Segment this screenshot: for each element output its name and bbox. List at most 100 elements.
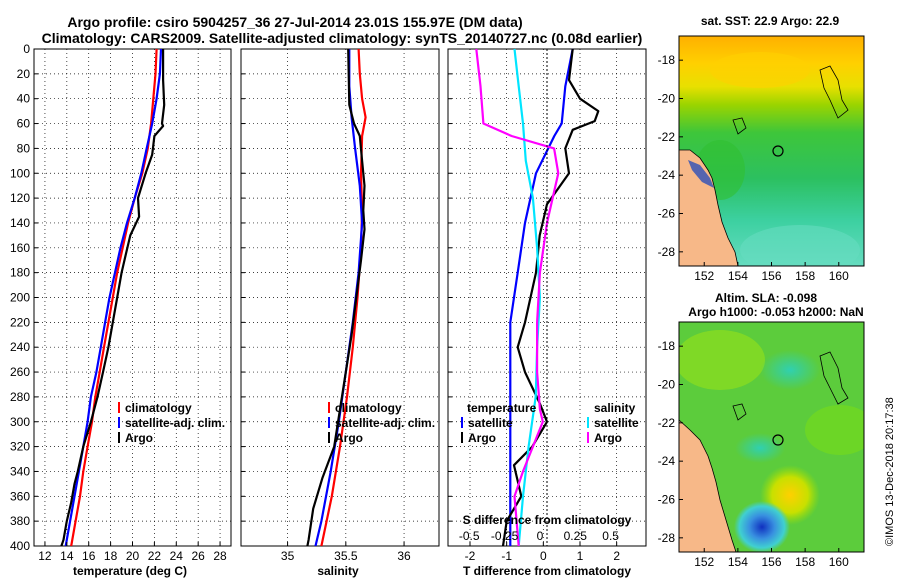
map-x-tick-label: 156 (761, 555, 781, 569)
x2-tick-label: 0 (537, 529, 544, 543)
australia-coast (679, 149, 739, 266)
australia-coast (679, 419, 737, 552)
sla-yellow-green-patch (679, 330, 765, 390)
map-y-tick-label: -28 (658, 531, 676, 545)
axis-tick-labels: 0204060801001201401601802002202402602803… (10, 42, 620, 563)
difference-legend: temperature satellite Argo salinity sate… (461, 401, 639, 445)
legend-temperature-heading: temperature (467, 401, 537, 415)
sst-cool-patch (740, 225, 860, 266)
y-tick-label: 160 (10, 241, 30, 255)
x-tick-label: -1 (501, 549, 512, 563)
temperature-legend: climatology satellite-adj. clim. Argo (118, 401, 225, 445)
sla-map-title-line2: Argo h1000: -0.053 h2000: NaN (688, 305, 863, 319)
legend-temp-argo: Argo (468, 431, 496, 445)
x-tick-label: 18 (104, 549, 118, 563)
y-tick-label: 80 (17, 141, 31, 155)
map-y-tick-label: -24 (658, 454, 676, 468)
legend-argo: Argo (125, 431, 153, 445)
x-tick-label: 2 (613, 549, 620, 563)
x-tick-label: -2 (465, 549, 476, 563)
map-y-tick-label: -20 (658, 378, 676, 392)
x-tick-label: 16 (82, 549, 96, 563)
y-tick-label: 140 (10, 216, 30, 230)
argo-float-marker (772, 434, 784, 446)
map-y-tick-label: -22 (658, 130, 676, 144)
figure-title-line1: Argo profile: csiro 5904257_36 27-Jul-20… (67, 14, 522, 30)
x2-tick-label: 0.25 (564, 529, 588, 543)
difference-xlabel: T difference from climatology (463, 564, 631, 578)
sla-cold-eddy (734, 501, 790, 552)
sla-teal-patch (760, 350, 820, 390)
y-tick-label: 100 (10, 166, 30, 180)
map-x-tick-label: 152 (694, 269, 714, 283)
imos-credit: ©IMOS 13-Dec-2018 20:17:38 (884, 397, 896, 546)
sla-teal-patch (735, 433, 785, 463)
salinity-grid (241, 48, 439, 546)
x-tick-label: 26 (191, 549, 205, 563)
map-y-tick-label: -20 (658, 92, 676, 106)
temperature-series (60, 48, 166, 546)
y-tick-label: 400 (10, 539, 30, 553)
temperature-xlabel: temperature (deg C) (73, 564, 187, 578)
x-tick-label: 14 (60, 549, 74, 563)
y-tick-label: 360 (10, 489, 30, 503)
map-x-tick-label: 160 (829, 555, 849, 569)
map-y-tick-label: -18 (658, 53, 676, 67)
series-line-argo (60, 49, 166, 546)
map-x-tick-label: 152 (694, 555, 714, 569)
y-tick-label: 260 (10, 365, 30, 379)
y-tick-label: 340 (10, 464, 30, 478)
legend-satellite: satellite-adj. clim. (125, 416, 225, 430)
map-x-tick-label: 154 (728, 555, 748, 569)
series-line-salinity-satellite (513, 48, 542, 546)
y-tick-label: 0 (23, 42, 30, 56)
map-x-tick-label: 160 (829, 269, 849, 283)
y-tick-label: 280 (10, 390, 30, 404)
y-tick-label: 60 (17, 117, 31, 131)
map-x-tick-label: 158 (795, 269, 815, 283)
y-tick-label: 120 (10, 191, 30, 205)
coastal-cold-strip (688, 160, 714, 188)
legend-climatology: climatology (125, 401, 192, 415)
x-tick-label: 36 (397, 549, 411, 563)
legend-salinity-heading: salinity (594, 401, 636, 415)
map-y-tick-label: -24 (658, 168, 676, 182)
map-y-tick-label: -22 (658, 416, 676, 430)
y-tick-label: 220 (10, 315, 30, 329)
legend-sal-satellite: satellite (594, 416, 639, 430)
x-tick-label: 22 (148, 549, 162, 563)
figure-title-line2: Climatology: CARS2009. Satellite-adjuste… (42, 30, 643, 46)
reef-outline (732, 117, 747, 135)
temperature-grid (34, 48, 231, 546)
series-line-climatology (70, 48, 158, 546)
series-line-argo (306, 48, 366, 546)
map-y-tick-label: -26 (658, 207, 676, 221)
y-tick-label: 240 (10, 340, 30, 354)
series-line-climatology (320, 48, 367, 546)
map-x-tick-label: 154 (728, 269, 748, 283)
legend-sal-argo: Argo (594, 431, 622, 445)
series-line-salinity-argo (475, 48, 560, 546)
salinity-diff-xlabel: S difference from climatology (463, 513, 632, 527)
y-tick-label: 320 (10, 440, 30, 454)
legend-argo: Argo (335, 431, 363, 445)
series-line-temperature-argo (501, 48, 600, 546)
map-x-tick-label: 158 (795, 555, 815, 569)
sst-map-title: sat. SST: 22.9 Argo: 22.9 (701, 14, 840, 28)
sst-warm-patch (710, 52, 810, 88)
x-tick-label: 35 (281, 549, 295, 563)
map-x-tick-label: 156 (761, 269, 781, 283)
legend-satellite: satellite-adj. clim. (335, 416, 435, 430)
x2-tick-label: -0.25 (491, 529, 519, 543)
y-tick-label: 380 (10, 514, 30, 528)
argo-float-marker (772, 145, 784, 157)
legend-temp-satellite: satellite (468, 416, 513, 430)
x-tick-label: 1 (577, 549, 584, 563)
sla-yellow-green-patch (805, 405, 864, 455)
sst-map (679, 36, 864, 266)
y-tick-label: 20 (17, 67, 31, 81)
x-tick-label: 20 (126, 549, 140, 563)
y-tick-label: 300 (10, 415, 30, 429)
salinity-legend: climatology satellite-adj. clim. Argo (328, 401, 435, 445)
